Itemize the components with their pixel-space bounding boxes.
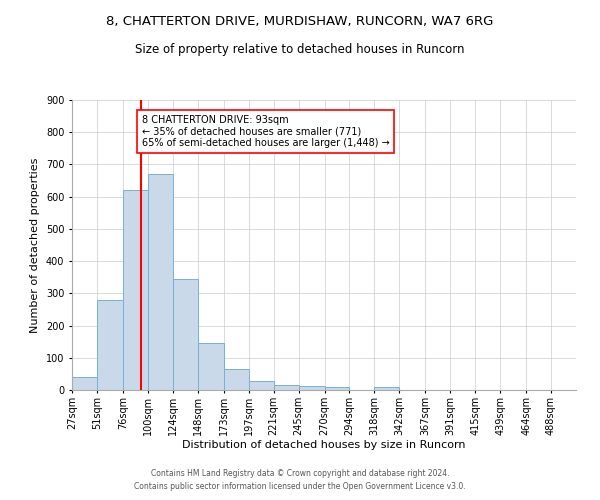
Y-axis label: Number of detached properties: Number of detached properties bbox=[31, 158, 40, 332]
Bar bbox=[148, 174, 173, 390]
Bar bbox=[274, 386, 299, 390]
Text: Contains HM Land Registry data © Crown copyright and database right 2024.: Contains HM Land Registry data © Crown c… bbox=[151, 468, 449, 477]
Text: Contains public sector information licensed under the Open Government Licence v3: Contains public sector information licen… bbox=[134, 482, 466, 491]
Bar bbox=[173, 279, 198, 390]
Bar bbox=[123, 190, 148, 390]
Bar bbox=[224, 369, 248, 390]
Text: 8, CHATTERTON DRIVE, MURDISHAW, RUNCORN, WA7 6RG: 8, CHATTERTON DRIVE, MURDISHAW, RUNCORN,… bbox=[106, 15, 494, 28]
Bar bbox=[299, 386, 325, 390]
X-axis label: Distribution of detached houses by size in Runcorn: Distribution of detached houses by size … bbox=[182, 440, 466, 450]
Bar bbox=[248, 381, 274, 390]
Text: 8 CHATTERTON DRIVE: 93sqm
← 35% of detached houses are smaller (771)
65% of semi: 8 CHATTERTON DRIVE: 93sqm ← 35% of detac… bbox=[142, 114, 389, 148]
Text: Size of property relative to detached houses in Runcorn: Size of property relative to detached ho… bbox=[135, 42, 465, 56]
Bar bbox=[97, 300, 123, 390]
Bar bbox=[72, 377, 97, 390]
Bar bbox=[374, 387, 400, 390]
Bar bbox=[325, 387, 349, 390]
Bar bbox=[198, 342, 224, 390]
